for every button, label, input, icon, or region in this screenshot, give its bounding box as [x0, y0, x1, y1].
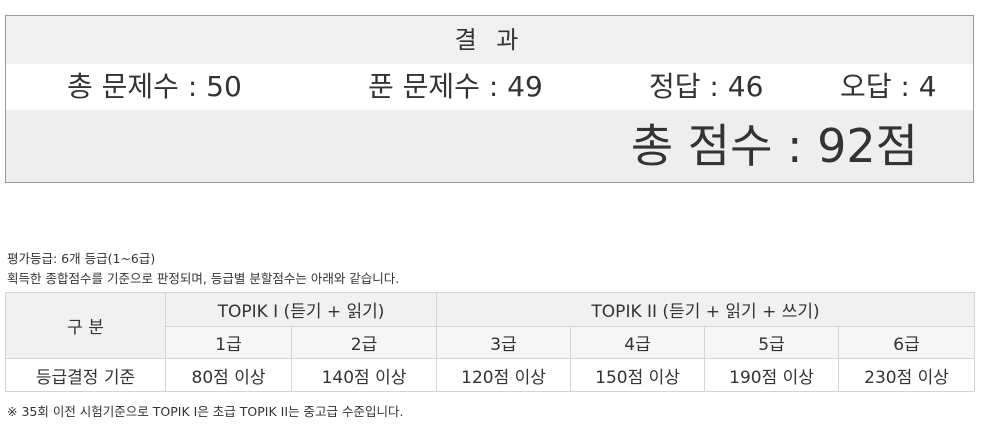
correct-answers-count: 정답 : 46	[649, 70, 764, 103]
criteria-cell: 230점 이상	[838, 358, 976, 392]
grade-criteria-table: 구 분 TOPIK I (듣기 + 읽기) TOPIK II (듣기 + 읽기 …	[5, 292, 976, 392]
topik2-header: TOPIK II (듣기 + 읽기 + 쓰기)	[436, 292, 976, 327]
criteria-cell: 80점 이상	[165, 358, 292, 392]
level-row: 1급 2급 3급 4급 5급 6급	[6, 326, 976, 359]
grade-info-line1: 평가등급: 6개 등급(1~6급)	[7, 251, 156, 266]
level-cell: 4급	[570, 326, 706, 359]
criteria-cell: 140점 이상	[290, 358, 438, 392]
result-title: 결 과	[6, 16, 973, 64]
level-cell: 2급	[290, 326, 438, 359]
table-header-row: 구 분 TOPIK I (듣기 + 읽기) TOPIK II (듣기 + 읽기 …	[5, 292, 976, 359]
total-score: 총 점수 : 92점	[630, 119, 918, 173]
score-row: 총 점수 : 92점	[6, 110, 973, 182]
topik1-header: TOPIK I (듣기 + 읽기)	[164, 292, 438, 327]
wrong-answers-count: 오답 : 4	[840, 70, 937, 103]
total-questions-count: 총 문제수 : 50	[67, 70, 242, 103]
criteria-row: 등급결정 기준 80점 이상 140점 이상 120점 이상 150점 이상 1…	[5, 358, 976, 392]
level-cell: 6급	[838, 326, 976, 359]
solved-questions-count: 푼 문제수 : 49	[368, 70, 543, 103]
criteria-label: 등급결정 기준	[5, 358, 166, 392]
level-cell: 3급	[436, 326, 572, 359]
level-cell: 1급	[165, 326, 292, 359]
criteria-cell: 150점 이상	[570, 358, 706, 392]
criteria-cell: 190점 이상	[704, 358, 840, 392]
level-cell: 5급	[704, 326, 840, 359]
category-header: 구 분	[5, 292, 166, 359]
footnote: ※ 35회 이전 시험기준으로 TOPIK I은 초급 TOPIK II는 중고…	[7, 404, 404, 419]
stats-row: 총 문제수 : 50 푼 문제수 : 49 정답 : 46 오답 : 4	[6, 64, 973, 110]
grade-info-line2: 획득한 종합점수를 기준으로 판정되며, 등급별 분할점수는 아래와 같습니다.	[7, 271, 400, 286]
result-panel: 결 과 총 문제수 : 50 푼 문제수 : 49 정답 : 46 오답 : 4…	[5, 15, 974, 183]
criteria-cell: 120점 이상	[436, 358, 572, 392]
